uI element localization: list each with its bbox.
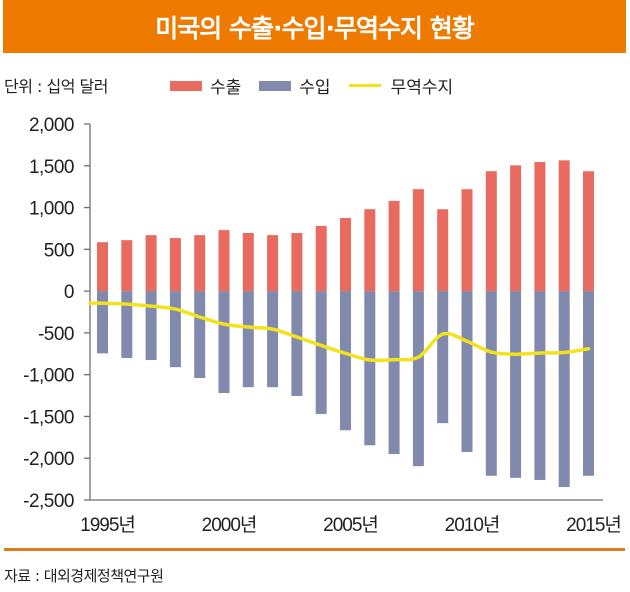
legend: 수출 수입 무역수지 — [170, 73, 471, 98]
export-bar-2008 — [412, 189, 424, 292]
legend-swatch-imports — [259, 80, 292, 91]
import-bar-2010 — [461, 291, 473, 452]
x-axis-ticks: 1995년 2000년 2005년 2010년 2015년 — [80, 514, 622, 536]
export-bar-2001 — [242, 233, 254, 292]
x-tick-label: 1995년 — [80, 514, 135, 536]
export-bar-2012 — [510, 165, 522, 292]
legend-item-imports: 수입 — [259, 73, 331, 98]
export-bar-2015 — [583, 171, 594, 292]
import-bar-1999 — [194, 291, 206, 379]
x-tick-label: 2005년 — [323, 514, 378, 536]
import-bar-2007 — [388, 291, 400, 455]
import-bar-2001 — [242, 291, 254, 388]
export-bar-1995 — [97, 242, 108, 292]
import-bar-1995 — [97, 291, 108, 354]
y-tick-label: -1,000 — [23, 366, 74, 387]
import-bar-1998 — [169, 291, 181, 368]
export-bar-2013 — [534, 162, 546, 292]
chart-title-banner: 미국의 수출·수입·무역수지 현황 — [3, 0, 626, 53]
trade-balance-series — [88, 301, 591, 363]
chart-title: 미국의 수출·수입·무역수지 현황 — [155, 13, 474, 43]
export-bar-1998 — [169, 238, 181, 292]
export-bar-2003 — [291, 233, 303, 292]
import-bar-2000 — [218, 291, 230, 394]
y-tick-label: 2,000 — [29, 115, 74, 136]
export-bar-1997 — [145, 235, 157, 292]
export-bar-2011 — [485, 171, 497, 292]
y-tick-label: -1,500 — [23, 407, 74, 428]
export-bar-2007 — [388, 200, 400, 292]
legend-label-imports: 수입 — [299, 78, 331, 98]
legend-line-balance — [348, 84, 381, 87]
unit-label: 단위 : 십억 달러 — [4, 77, 108, 96]
import-bar-2005 — [340, 291, 351, 431]
import-bar-2013 — [534, 291, 546, 480]
y-axis-ticks: 2,000 1,500 1,000 500 0 -500 -1,000 -1,500 -2,00… — [23, 115, 90, 512]
export-bar-2005 — [340, 218, 351, 292]
export-bar-2010 — [461, 189, 473, 292]
y-tick-label: -2,000 — [23, 449, 74, 470]
legend-label-balance: 무역수지 — [390, 78, 454, 98]
legend-item-balance: 무역수지 — [348, 73, 454, 98]
exports-bars — [97, 160, 594, 292]
export-bar-2006 — [364, 209, 376, 292]
import-bar-2012 — [510, 291, 522, 478]
y-tick-label: -500 — [38, 324, 74, 345]
import-bar-2009 — [437, 291, 449, 424]
import-bar-2006 — [364, 291, 376, 446]
import-bar-1997 — [145, 291, 157, 361]
source-note: 자료 : 대외경제정책연구원 — [4, 567, 164, 585]
y-tick-label: 0 — [64, 282, 74, 303]
export-bar-1999 — [194, 235, 206, 292]
trade-balance-line — [88, 301, 591, 363]
import-bar-2014 — [558, 291, 570, 488]
y-tick-label: 500 — [44, 240, 74, 261]
import-bar-2002 — [267, 291, 279, 388]
legend-label-exports: 수출 — [210, 78, 242, 98]
export-bar-2000 — [218, 230, 230, 292]
import-bar-2003 — [291, 291, 303, 396]
y-tick-label: -2,500 — [23, 491, 74, 512]
x-tick-label: 2000년 — [202, 514, 257, 536]
axes — [89, 124, 603, 501]
legend-item-exports: 수출 — [170, 73, 241, 98]
y-tick-label: 1,000 — [29, 199, 74, 220]
import-bar-2011 — [485, 291, 497, 476]
export-bar-2014 — [558, 160, 570, 292]
import-bar-2008 — [412, 291, 424, 467]
import-bar-2004 — [315, 291, 327, 414]
export-bar-2002 — [267, 235, 279, 292]
x-tick-label: 2015년 — [566, 514, 621, 536]
export-bar-2009 — [437, 209, 449, 292]
export-bar-1996 — [121, 240, 133, 292]
import-bar-2015 — [583, 291, 594, 476]
footer-divider — [4, 548, 625, 551]
legend-swatch-exports — [170, 80, 202, 91]
imports-bars — [97, 291, 594, 488]
x-tick-label: 2010년 — [445, 514, 500, 536]
import-bar-1996 — [121, 291, 133, 358]
export-bar-2004 — [315, 225, 327, 292]
y-tick-label: 1,500 — [29, 157, 74, 178]
